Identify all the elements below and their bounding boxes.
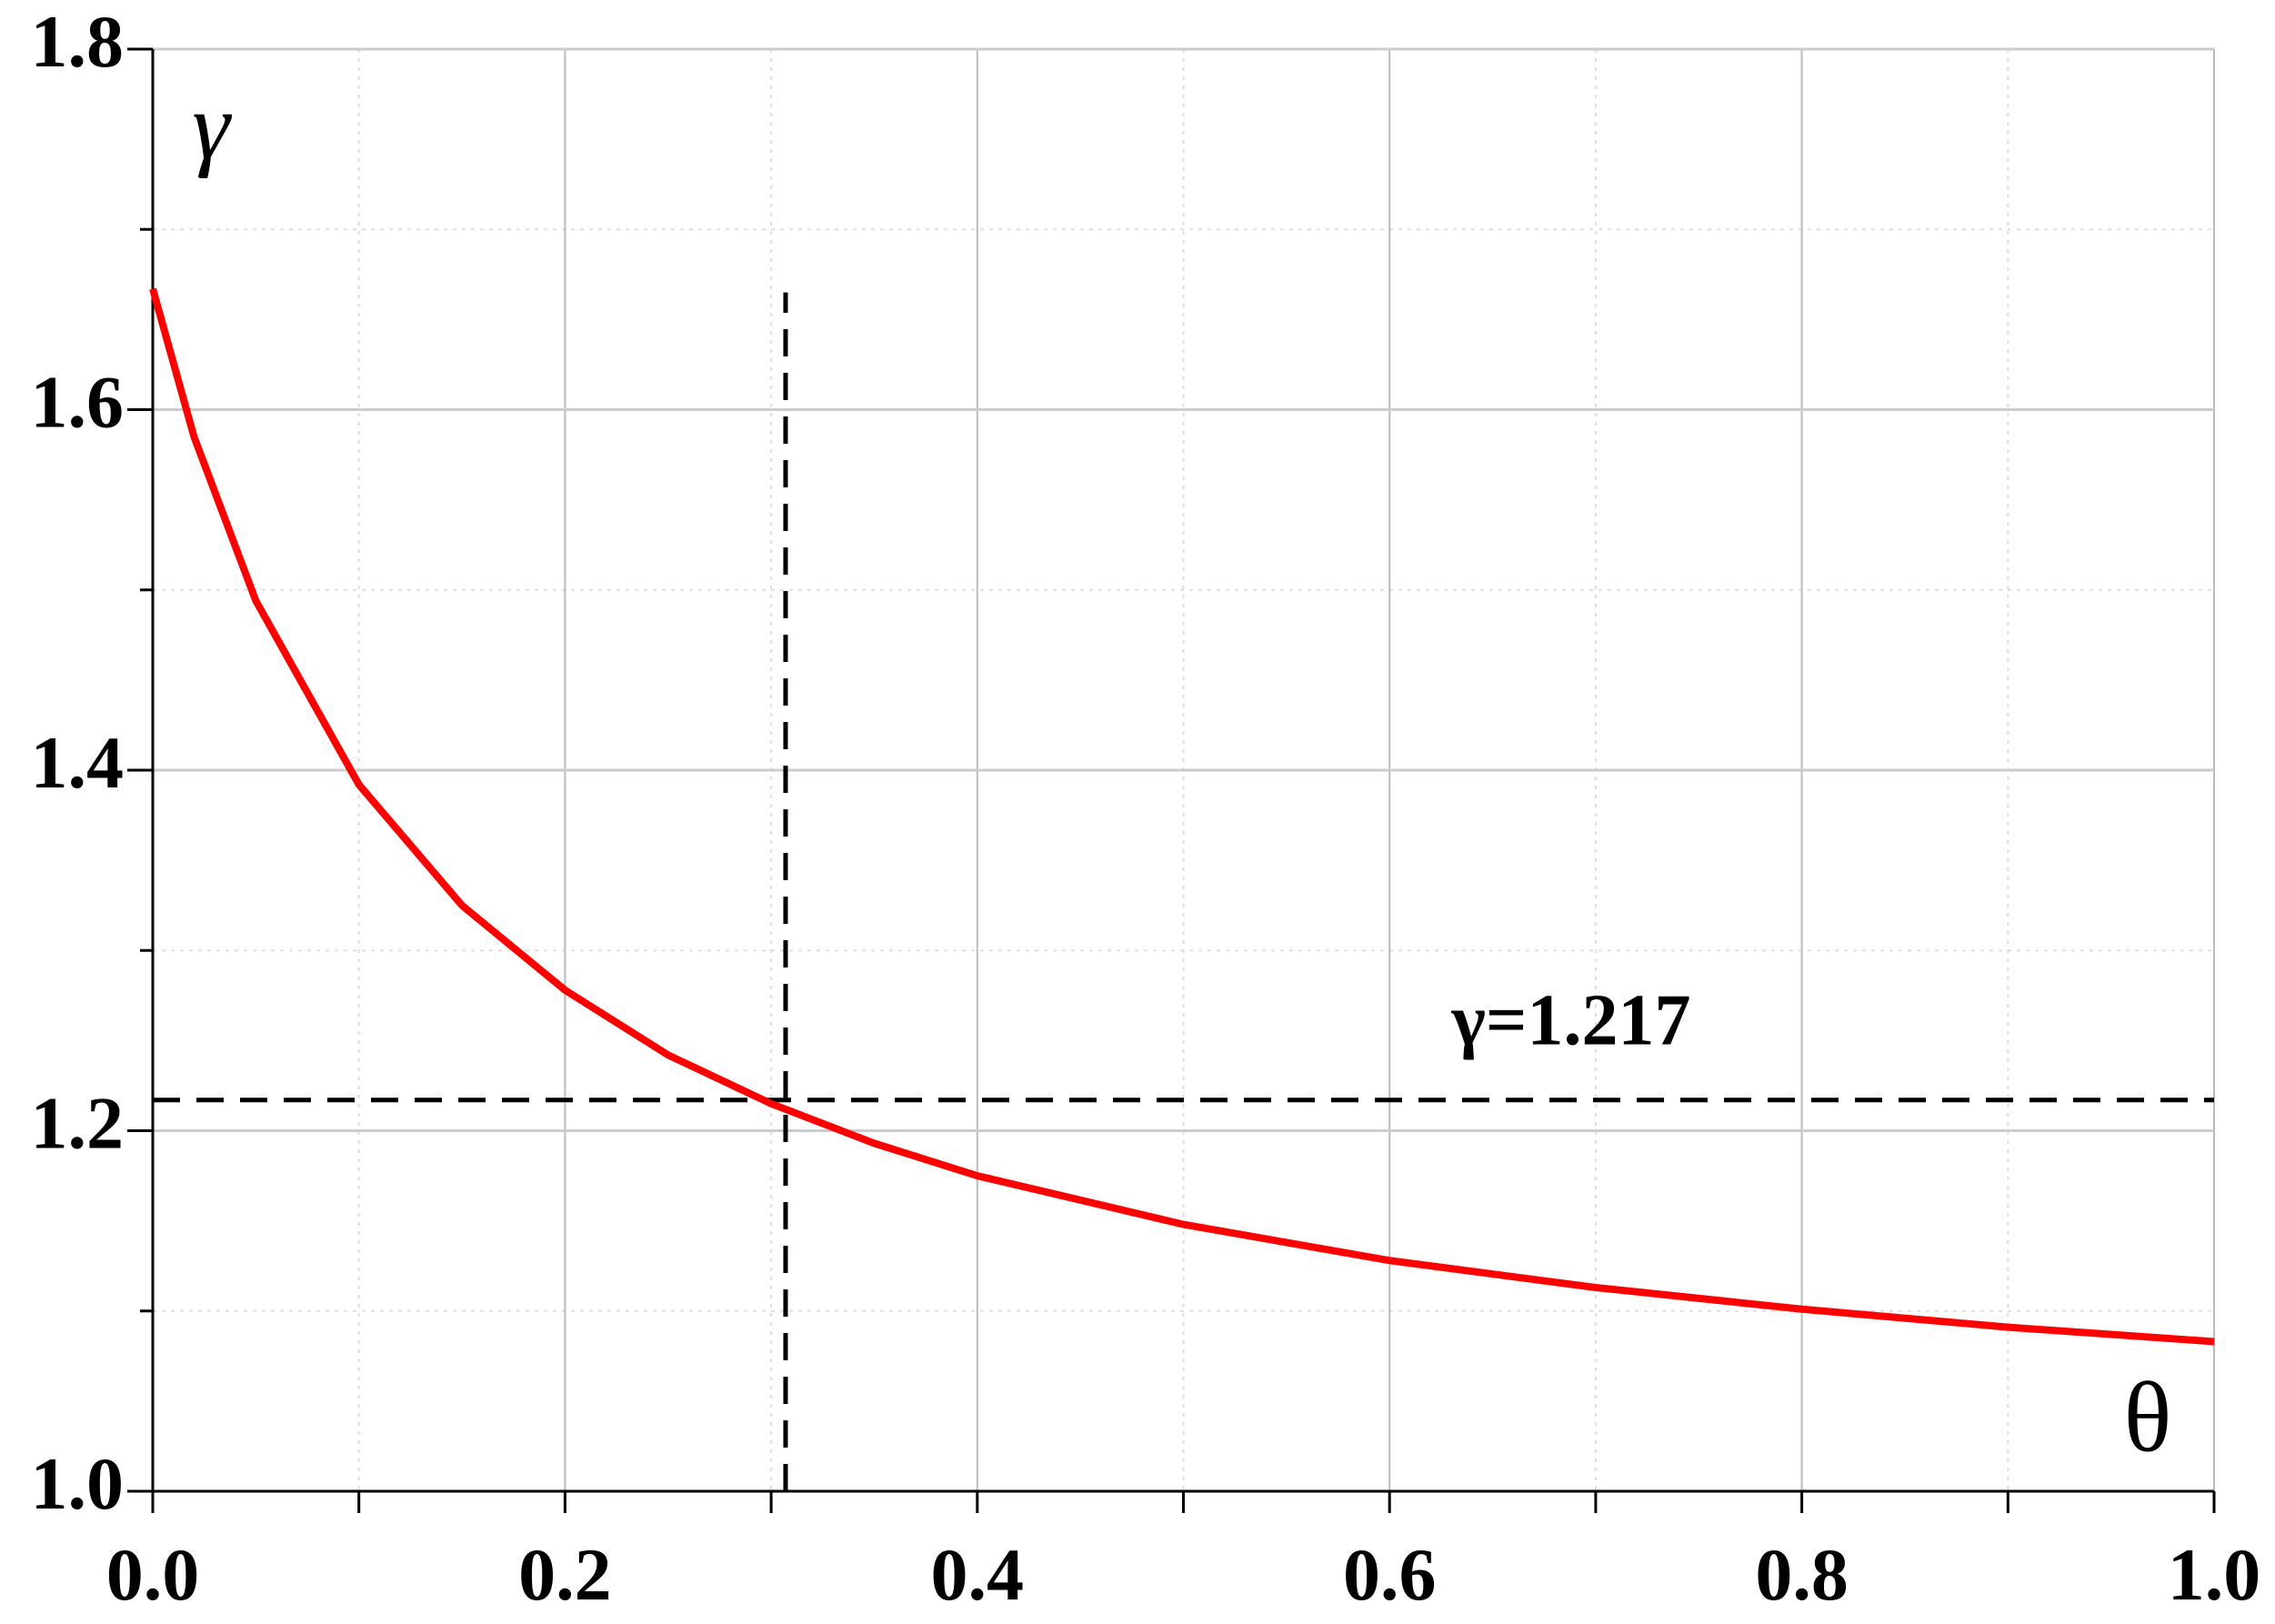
y-tick-label: 1.0	[31, 1442, 125, 1525]
y-axis-label: γ	[192, 73, 232, 179]
y-tick-label: 1.8	[31, 0, 125, 83]
x-tick-label: 0.4	[931, 1533, 1025, 1616]
x-tick-label: 0.0	[106, 1533, 200, 1616]
line	[149, 287, 2215, 1346]
y-tick-label: 1.6	[31, 360, 125, 443]
annotation: γ=1.217	[1450, 980, 1690, 1060]
y-tick-label: 1.2	[31, 1081, 125, 1164]
x-tick-label: 0.8	[1755, 1533, 1849, 1616]
x-axis-label: θ	[2124, 1361, 2172, 1472]
x-tick-label: 1.0	[2168, 1533, 2261, 1616]
x-tick-label: 0.2	[518, 1533, 612, 1616]
y-tick-label: 1.4	[31, 721, 125, 804]
x-tick-label: 0.6	[1343, 1533, 1437, 1616]
